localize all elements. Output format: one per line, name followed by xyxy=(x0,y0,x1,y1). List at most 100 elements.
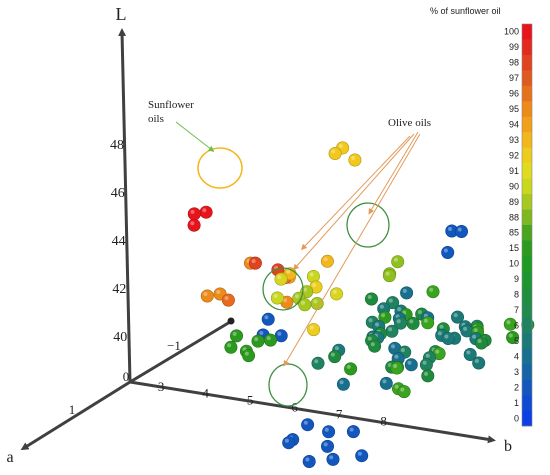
data-point-highlight xyxy=(400,348,405,353)
data-point-highlight xyxy=(424,371,428,376)
data-point xyxy=(386,296,400,310)
data-point xyxy=(391,255,405,269)
olive-arrow-1 xyxy=(368,131,419,215)
colorbar-tick-16: 9 xyxy=(514,274,519,284)
data-point-highlight xyxy=(463,326,468,331)
data-point-highlight xyxy=(394,354,399,359)
data-point-highlight xyxy=(314,359,319,364)
data-point-highlight xyxy=(472,334,477,339)
data-point xyxy=(397,385,411,399)
data-point xyxy=(344,362,358,376)
data-point-highlight xyxy=(312,283,317,287)
colorbar-tick-11: 89 xyxy=(509,197,519,207)
colorbar-tick-14: 15 xyxy=(509,243,519,253)
olive-arrow-4 xyxy=(283,133,421,367)
data-point-highlight xyxy=(443,248,448,253)
cluster-4 xyxy=(270,254,343,337)
colorbar-tick-7: 93 xyxy=(509,135,519,145)
colorbar-tick-0: 100 xyxy=(504,27,519,37)
data-point-highlight xyxy=(435,349,440,354)
data-point-highlight xyxy=(370,342,375,347)
colorbar-tick-17: 8 xyxy=(514,290,519,300)
data-point-highlight xyxy=(367,295,372,299)
data-point xyxy=(187,207,201,221)
olive-oils-label: Olive oils xyxy=(388,117,431,129)
data-point-highlight xyxy=(407,360,412,365)
colorbar-frame xyxy=(521,23,533,427)
colorbar-tick-22: 3 xyxy=(514,367,519,377)
data-point-highlight xyxy=(393,257,398,262)
data-point-highlight xyxy=(339,380,344,385)
depth-tick-2: −1 xyxy=(167,338,181,353)
data-point-highlight xyxy=(381,313,386,318)
data-points xyxy=(187,141,535,468)
axes xyxy=(20,28,496,451)
horizontal-axis-label: b xyxy=(504,438,512,455)
data-point-highlight xyxy=(367,336,372,341)
vertical-tick-4: 48 xyxy=(110,138,124,153)
horizontal-tick-1: 4 xyxy=(202,386,209,401)
data-point-highlight xyxy=(397,307,402,312)
data-point xyxy=(348,153,362,167)
cluster-0 xyxy=(187,205,213,232)
data-point-highlight xyxy=(466,350,471,355)
data-point-highlight xyxy=(259,331,264,335)
colorbar-tick-2: 98 xyxy=(509,58,519,68)
colorbar-tick-5: 95 xyxy=(509,104,519,114)
data-point-highlight xyxy=(277,331,282,336)
data-point xyxy=(355,449,369,463)
data-point xyxy=(187,218,201,232)
data-point-highlight xyxy=(357,451,362,456)
data-point-highlight xyxy=(273,294,278,298)
data-point-highlight xyxy=(394,384,399,389)
data-point xyxy=(320,439,334,453)
colorbar-tick-25: 0 xyxy=(514,413,519,423)
data-point xyxy=(224,340,238,354)
colorbar-tick-20: 5 xyxy=(514,336,519,346)
colorbar-segment-7 xyxy=(522,132,532,148)
data-point-highlight xyxy=(329,455,334,460)
data-point xyxy=(242,349,256,363)
vertical-axis-ticks: 40 42 44 46 48 xyxy=(110,138,127,345)
data-point-highlight xyxy=(323,442,328,447)
data-point-highlight xyxy=(309,325,314,330)
depth-axis-back-end xyxy=(227,317,235,325)
data-point xyxy=(441,246,455,260)
sunflower-oils-label: Sunflower oils xyxy=(148,99,194,125)
data-point-highlight xyxy=(444,334,449,339)
vertical-tick-2: 44 xyxy=(112,234,126,249)
colorbar-tick-24: 1 xyxy=(514,398,519,408)
data-point-highlight xyxy=(391,344,395,349)
vertical-axis-line xyxy=(118,28,132,383)
data-point xyxy=(298,298,312,312)
data-point-highlight xyxy=(254,337,259,342)
colorbar-tick-1: 99 xyxy=(509,42,519,52)
colorbar-tick-15: 10 xyxy=(509,259,519,269)
data-point-highlight xyxy=(382,379,387,384)
colorbar-tick-23: 2 xyxy=(514,382,519,392)
colorbar-segment-0 xyxy=(522,24,532,40)
data-point-highlight xyxy=(379,304,384,309)
colorbar-segment-25 xyxy=(522,410,532,427)
data-point-highlight xyxy=(295,294,299,299)
data-point xyxy=(474,336,488,350)
olive-arrow-3 xyxy=(300,135,411,251)
vertical-axis-label: L xyxy=(116,4,127,24)
data-point-highlight xyxy=(417,310,422,315)
data-point-highlight xyxy=(338,143,343,148)
horizontal-tick-4: 7 xyxy=(336,406,343,421)
data-point-highlight xyxy=(437,331,442,336)
data-point-highlight xyxy=(351,156,356,160)
data-point-highlight xyxy=(302,287,307,292)
data-point-highlight xyxy=(190,221,195,226)
data-point-highlight xyxy=(284,438,289,443)
colorbar-tick-9: 91 xyxy=(509,166,519,176)
data-point-highlight xyxy=(388,327,393,332)
horizontal-tick-2: 5 xyxy=(247,393,254,408)
cluster-8 xyxy=(311,285,535,399)
data-point-highlight xyxy=(409,319,414,324)
data-point-highlight xyxy=(346,364,351,369)
data-point xyxy=(328,147,342,161)
data-point-highlight xyxy=(305,457,310,462)
data-point xyxy=(230,329,244,343)
